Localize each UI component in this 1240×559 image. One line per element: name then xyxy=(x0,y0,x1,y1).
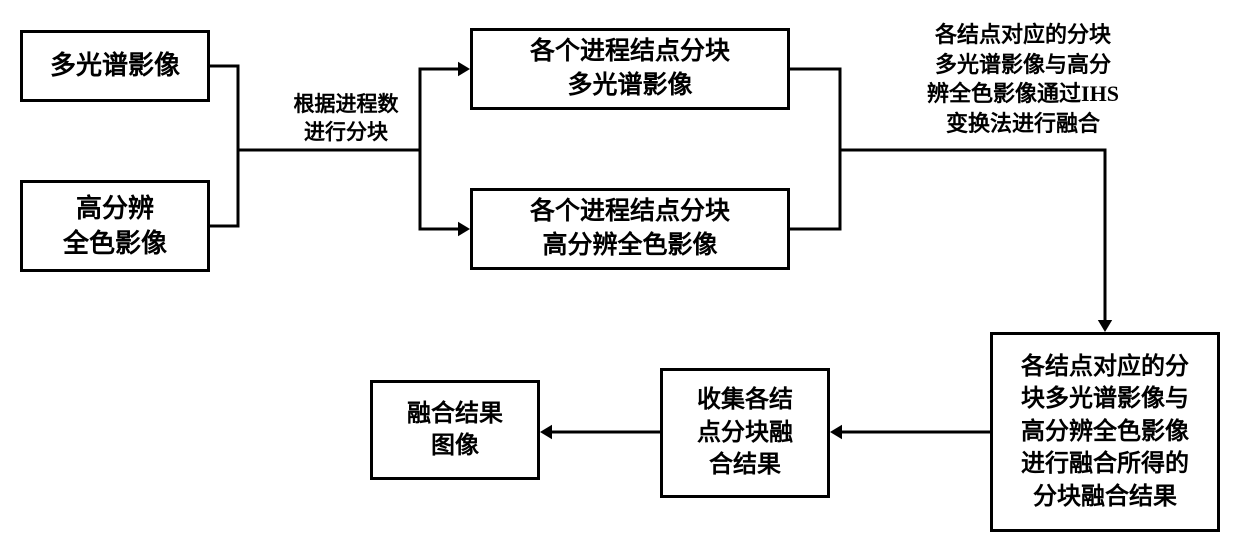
label-ihs-fusion: 各结点对应的分块多光谱影像与高分辨全色影像通过IHS变换法进行融合 xyxy=(858,20,1188,139)
node-text: 收集各结点分块融合结果 xyxy=(697,384,793,481)
node-input-multispectral: 多光谱影像 xyxy=(20,30,210,102)
label-split-by-process: 根据进程数进行分块 xyxy=(256,90,436,147)
node-text: 各个进程结点分块高分辨全色影像 xyxy=(530,195,730,263)
node-text: 融合结果图像 xyxy=(407,398,503,463)
node-block-multispectral: 各个进程结点分块多光谱影像 xyxy=(470,28,790,110)
node-final-result: 融合结果图像 xyxy=(370,380,540,480)
node-text: 多光谱影像 xyxy=(50,48,180,83)
node-block-panchromatic: 各个进程结点分块高分辨全色影像 xyxy=(470,188,790,270)
label-text: 根据进程数进行分块 xyxy=(294,92,399,144)
node-input-panchromatic: 高分辨全色影像 xyxy=(20,180,210,272)
label-text: 各结点对应的分块多光谱影像与高分辨全色影像通过IHS变换法进行融合 xyxy=(927,22,1119,136)
node-text: 各个进程结点分块多光谱影像 xyxy=(530,35,730,103)
node-text: 各结点对应的分块多光谱影像与高分辨全色影像进行融合所得的分块融合结果 xyxy=(1021,351,1189,513)
node-block-fused-result: 各结点对应的分块多光谱影像与高分辨全色影像进行融合所得的分块融合结果 xyxy=(990,332,1220,532)
node-collect-results: 收集各结点分块融合结果 xyxy=(660,368,830,498)
node-text: 高分辨全色影像 xyxy=(63,191,167,261)
diagram-stage: 多光谱影像 高分辨全色影像 各个进程结点分块多光谱影像 各个进程结点分块高分辨全… xyxy=(0,0,1240,559)
